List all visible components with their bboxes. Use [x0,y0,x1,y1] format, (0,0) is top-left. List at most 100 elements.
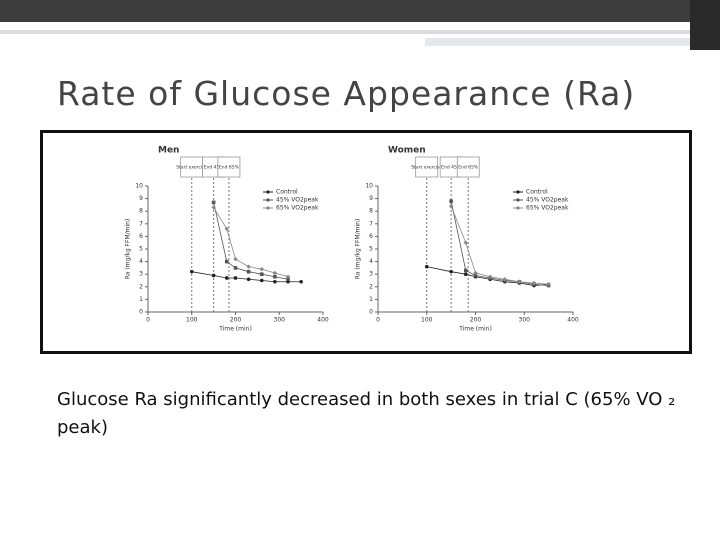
data-point [286,277,290,282]
legend-label: 65% VO2peak [276,205,319,212]
data-point [546,282,551,287]
y-tick-label: 0 [139,309,143,316]
caption: Glucose Ra significantly decreased in bo… [57,389,676,438]
data-point [224,259,229,264]
x-tick-label: 300 [519,317,531,324]
data-point [272,270,278,276]
legend-symbol [266,206,270,210]
legend-symbol [516,190,520,194]
legend-symbol [516,206,520,210]
slide-title: Rate of Glucose Appearance (Ra) [57,74,636,113]
y-tick-label: 7 [369,220,373,227]
data-point [259,278,264,283]
legend-label: Control [526,189,548,196]
data-point [273,274,277,279]
marker-label: End 65% [219,165,240,171]
x-axis-label: Time (min) [458,326,492,333]
marker-label: End 45% [204,165,225,171]
panel-title: Men [158,146,179,156]
y-tick-label: 8 [369,208,373,215]
y-tick-label: 5 [369,246,373,253]
data-point [211,200,216,205]
y-tick-label: 9 [369,195,373,202]
data-point [233,266,238,270]
legend-label: 45% VO2peak [526,197,569,204]
deco-line [425,38,690,46]
y-tick-label: 4 [369,258,373,265]
deco-line [0,30,690,34]
data-point [224,276,229,280]
data-point [246,269,251,274]
x-tick-label: 200 [230,317,242,324]
y-tick-label: 6 [139,233,143,240]
x-tick-label: 0 [146,317,150,324]
marker-label: End 45% [441,165,462,171]
legend-symbol [266,198,270,202]
y-tick-label: 10 [365,183,373,190]
x-axis-label: Time (min) [218,326,252,333]
y-axis-label: Ra (mg/kg FFM/min) [125,219,132,280]
data-point [189,269,194,274]
data-point [502,277,507,282]
legend-symbol [516,198,520,202]
y-tick-label: 5 [139,246,143,253]
data-point [473,273,478,278]
y-tick-label: 2 [369,283,373,290]
x-tick-label: 0 [376,317,380,324]
data-point [463,272,468,276]
series-line [213,207,289,278]
y-tick-label: 0 [369,309,373,316]
data-point [259,266,264,272]
data-point [463,240,468,245]
x-tick-label: 400 [317,317,329,324]
legend-label: Control [276,189,298,196]
data-point [448,203,454,209]
legend-label: 45% VO2peak [276,197,319,204]
y-tick-label: 4 [139,258,143,265]
data-point [424,264,429,269]
data-point [224,226,229,232]
data-point [473,270,478,276]
data-point [273,279,277,284]
y-tick-label: 1 [369,296,373,303]
y-tick-label: 1 [139,296,143,303]
top-corner [690,0,720,50]
data-point [259,272,264,276]
series-line [213,202,289,280]
data-point [246,264,251,269]
y-axis-label: Ra (mg/kg FFM/min) [355,219,362,280]
marker-label: End 65% [458,165,479,171]
series-line [450,206,549,285]
x-tick-label: 100 [421,317,433,324]
figure: Men 0 1 2 3 4 5 6 7 8 9 10 0 100 200 300 400 Time (min) Ra… [40,130,692,354]
data-point [211,273,216,278]
x-tick-label: 100 [186,317,198,324]
y-tick-label: 6 [369,233,373,240]
y-tick-label: 3 [369,271,373,278]
data-point [449,199,453,203]
x-tick-label: 200 [470,317,482,324]
x-tick-label: 300 [274,317,286,324]
marker-box [217,156,241,178]
y-tick-label: 2 [139,283,143,290]
data-point [299,279,303,284]
panel-title: Women [388,146,426,156]
y-tick-label: 7 [139,220,143,227]
legend-label: 65% VO2peak [526,205,569,212]
data-point [233,256,238,262]
data-point [246,277,251,282]
marker-box [415,156,439,178]
marker-box [456,156,480,178]
y-tick-label: 10 [135,183,143,190]
y-tick-label: 9 [139,195,143,202]
data-point [463,268,468,273]
x-tick-label: 400 [567,317,579,324]
data-point [531,280,537,286]
data-point [449,269,453,274]
series-line [191,271,302,283]
y-tick-label: 3 [139,271,143,278]
data-point [233,276,238,280]
data-point [211,205,216,210]
